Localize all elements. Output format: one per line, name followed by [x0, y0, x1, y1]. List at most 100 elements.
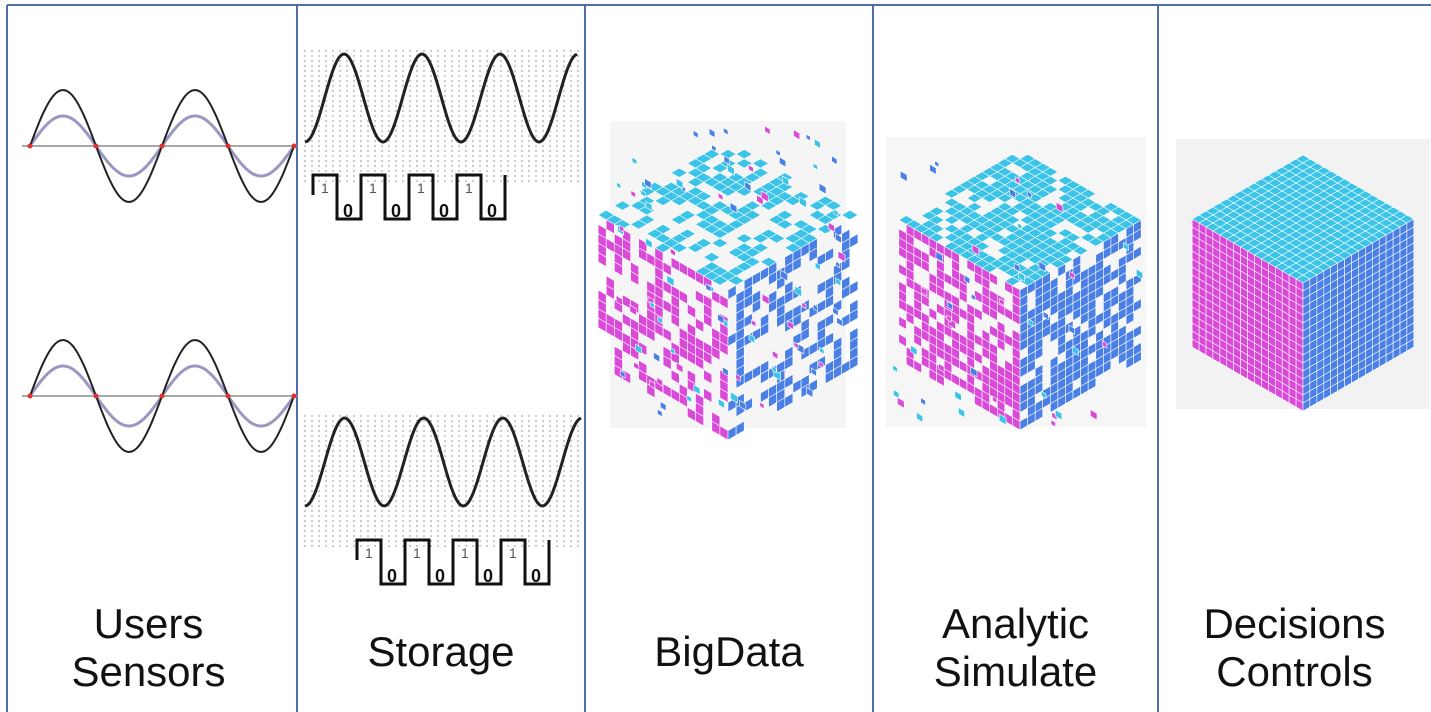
cube-left-tile: [989, 271, 998, 287]
zero-crossing-marker: [291, 143, 297, 149]
scattered-block: [819, 346, 825, 355]
scattered-block: [998, 413, 1007, 426]
scattered-block: [946, 314, 952, 323]
cube-left-tile: [996, 337, 1006, 352]
sampled-wave: [304, 416, 582, 508]
scattered-block: [812, 303, 818, 312]
bit-zero-label: 0: [531, 566, 541, 586]
cube-left-tile: [662, 261, 672, 277]
cube-left-tile: [951, 311, 960, 326]
scattered-block: [1013, 262, 1021, 273]
cube-top-tile: [630, 219, 648, 230]
scattered-block: [761, 293, 770, 306]
scattered-block: [705, 283, 712, 293]
cube-right-tile: [849, 308, 859, 324]
cube-top-tile: [670, 242, 688, 253]
scattered-block: [772, 350, 779, 360]
cube-top-tile: [1087, 237, 1104, 247]
zero-crossing-marker: [93, 143, 99, 149]
decisions-complete-cube: [1176, 139, 1430, 412]
scattered-block: [1072, 345, 1079, 357]
scattered-block: [920, 397, 926, 406]
zero-crossing-marker: [225, 393, 231, 399]
scattered-block: [814, 138, 821, 150]
scattered-block: [805, 386, 814, 399]
analytic-partial-cube: [886, 137, 1146, 431]
scattered-block: [693, 384, 701, 396]
scattered-block: [793, 341, 799, 350]
scattered-block: [640, 189, 646, 198]
stage-label-analytic-simulate: Analytic Simulate: [873, 600, 1158, 696]
label-line-controls: Controls: [1216, 648, 1373, 695]
scattered-block: [692, 129, 699, 139]
cube-right-tile: [1133, 324, 1142, 339]
scattered-block: [670, 247, 676, 257]
scattered-block: [920, 286, 928, 297]
scattered-block: [929, 163, 937, 176]
scattered-block: [1055, 409, 1063, 421]
scattered-block: [970, 366, 978, 378]
bit-one-label: 1: [369, 180, 377, 196]
scattered-block: [1050, 419, 1056, 428]
cube-right-tile: [1034, 407, 1043, 422]
stage-bigdata: BigData: [585, 0, 873, 712]
cube-left-tile: [703, 387, 713, 404]
scattered-block: [1068, 324, 1075, 335]
scattered-block: [916, 411, 924, 423]
zero-crossing-marker: [27, 143, 33, 149]
scattered-block: [1056, 201, 1064, 214]
bit-zero-label: 0: [387, 566, 397, 586]
bit-one-label: 1: [365, 545, 373, 561]
scattered-block: [645, 237, 653, 249]
scattered-block: [711, 144, 717, 153]
cube-right-tile: [849, 355, 859, 371]
scattered-block: [899, 170, 908, 183]
scattered-block: [835, 260, 841, 269]
zero-crossing-marker: [159, 143, 165, 149]
cube-right-tile: [760, 322, 769, 338]
scattered-block: [1042, 310, 1049, 321]
scattered-block: [649, 300, 655, 309]
cube-left-tile: [630, 270, 640, 286]
analog-signal-bottom: [22, 339, 297, 453]
cube-left-tile: [974, 306, 983, 322]
scattered-block: [730, 391, 738, 404]
cube-left-tile: [703, 350, 713, 366]
stage-label-storage: Storage: [297, 628, 585, 676]
digital-pulse-train: [311, 173, 507, 221]
cube-right-tile: [800, 326, 810, 343]
scattered-block: [836, 316, 843, 328]
bit-zero-label: 0: [391, 201, 401, 221]
cube-top-tile: [711, 238, 729, 249]
scattered-block: [963, 274, 971, 285]
cube-right-tile: [1133, 298, 1142, 313]
scattered-block: [633, 361, 640, 371]
bit-one-label: 1: [321, 180, 329, 196]
label-line-storage: Storage: [367, 628, 515, 675]
bit-one-label: 1: [465, 180, 473, 196]
scattered-block: [818, 360, 824, 369]
scattered-block: [799, 196, 807, 209]
cube-right-tile: [849, 280, 859, 296]
scattered-block: [616, 181, 622, 190]
bit-zero-label: 0: [343, 201, 353, 221]
scattered-block: [676, 362, 684, 374]
cube-left-tile: [597, 251, 607, 268]
scattered-block: [779, 156, 787, 168]
scattered-block: [1041, 390, 1047, 400]
stage-users-sensors: Users Sensors: [0, 0, 297, 712]
scattered-block: [833, 208, 839, 217]
analog-signal-top: [22, 89, 297, 203]
bit-zero-label: 0: [487, 201, 497, 221]
cube-top-tile: [735, 158, 754, 169]
cube-top-tile: [711, 275, 729, 286]
zero-crossing-marker: [159, 393, 165, 399]
stage-storage: Storage: [297, 0, 585, 712]
scattered-block: [723, 155, 730, 165]
scattered-block: [794, 285, 802, 298]
cube-right-tile: [1406, 338, 1415, 352]
scattered-block: [1090, 408, 1098, 421]
scattered-block: [739, 399, 747, 411]
scattered-block: [1101, 340, 1108, 349]
